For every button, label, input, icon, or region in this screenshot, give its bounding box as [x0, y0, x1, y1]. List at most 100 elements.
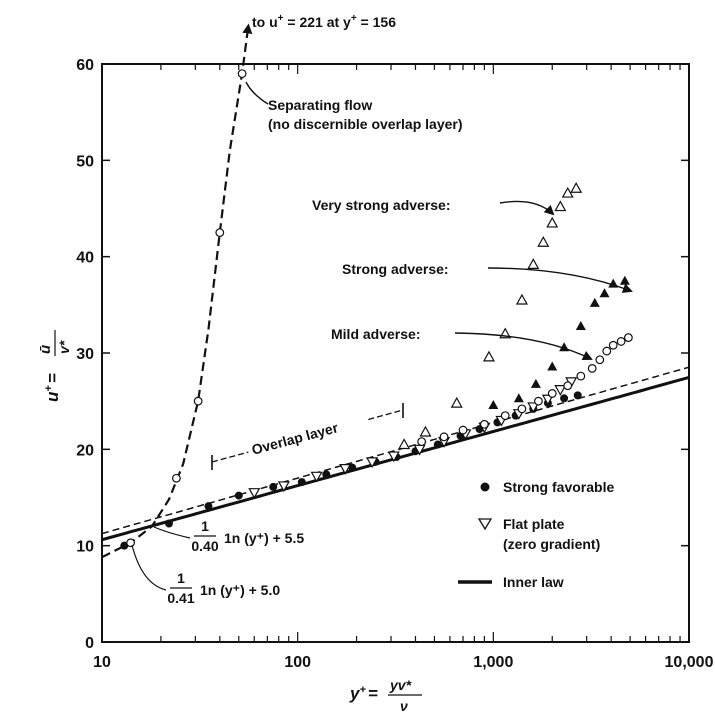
svg-text:ū: ū [37, 345, 54, 354]
separating-label-2: (no discernible overlap layer) [268, 116, 463, 132]
legend: Strong favorable Flat plate (zero gradie… [458, 479, 614, 590]
point-flat-plate [554, 385, 567, 396]
x-tick-label: 10,000 [665, 654, 714, 671]
svg-text:0.40: 0.40 [191, 538, 218, 554]
point-mild-adverse [608, 340, 618, 350]
point-very-strong-adverse [537, 235, 550, 247]
legend-label-flat-plate-1: Flat plate [503, 516, 565, 532]
y-tick-label: 0 [85, 635, 94, 652]
legend-label-strong-favorable: Strong favorable [503, 479, 614, 495]
point-strong-favorable [204, 502, 213, 511]
x-axis-label: y+ = yv* ν [349, 677, 422, 714]
legend-label-inner-law: Inner law [503, 574, 564, 590]
point-strong-adverse [589, 297, 600, 307]
y-tick-label: 50 [76, 153, 94, 170]
strong-adverse-label: Strong adverse: [342, 261, 449, 277]
mild-adverse-arrow [454, 332, 593, 360]
x-tick-label: 1,000 [473, 654, 513, 671]
point-separating-flow [237, 69, 247, 79]
point-mild-adverse [623, 333, 633, 342]
point-flat-plate [527, 402, 540, 414]
equation-55-leader [153, 526, 191, 539]
y-tick-label: 40 [76, 250, 94, 267]
point-separating-flow [193, 396, 203, 406]
point-mild-adverse [547, 389, 557, 398]
point-mild-adverse [417, 437, 427, 447]
svg-text:yv*: yv* [389, 677, 412, 693]
point-separating-flow [171, 473, 181, 483]
point-strong-adverse [513, 393, 524, 403]
overlap-bracket-line [211, 409, 404, 463]
point-strong-favorable [433, 440, 442, 449]
svg-text:u+=: u+= [43, 373, 62, 402]
point-very-strong-adverse [546, 216, 559, 228]
svg-text:0.41: 0.41 [167, 590, 194, 606]
point-mild-adverse [500, 411, 510, 421]
point-mild-adverse [587, 364, 597, 373]
point-strong-favorable [234, 491, 243, 500]
point-very-strong-adverse [515, 293, 528, 305]
point-mild-adverse [479, 419, 489, 429]
svg-text:1n (y⁺) + 5.5: 1n (y⁺) + 5.5 [224, 530, 304, 546]
point-strong-favorable [560, 394, 569, 403]
point-strong-adverse [530, 378, 541, 388]
strong-adverse-arrow [487, 267, 633, 293]
point-mild-adverse [576, 371, 586, 381]
svg-text:y+=: y+ = [349, 684, 378, 703]
point-mild-adverse [602, 346, 612, 356]
point-mild-adverse [458, 425, 468, 435]
point-mild-adverse [534, 396, 543, 406]
legend-marker-flat-plate [477, 518, 493, 531]
point-very-strong-adverse [554, 200, 567, 212]
point-strong-adverse [599, 288, 610, 298]
point-very-strong-adverse [570, 182, 583, 193]
reference-lines [101, 23, 690, 559]
point-very-strong-adverse [450, 396, 463, 408]
point-very-strong-adverse [482, 350, 495, 362]
point-flat-plate [310, 471, 323, 483]
point-flat-plate [387, 451, 400, 463]
x-tick-label: 10 [93, 654, 111, 671]
y-tick-label: 10 [76, 539, 94, 556]
point-strong-favorable [297, 478, 306, 487]
point-mild-adverse [595, 355, 605, 365]
y-tick-label: 60 [76, 57, 94, 74]
point-mild-adverse [517, 404, 527, 414]
equation-50: 1 0.41 1n (y⁺) + 5.0 [167, 570, 280, 606]
point-very-strong-adverse [561, 186, 574, 198]
point-separating-flow [215, 228, 225, 237]
y-tick-label: 30 [76, 346, 94, 363]
svg-text:v*: v* [56, 340, 72, 354]
point-mild-adverse [439, 432, 449, 442]
overlap-label-bg [245, 409, 371, 461]
point-very-strong-adverse [398, 438, 411, 450]
svg-text:ν: ν [400, 698, 408, 714]
point-separating-flow [126, 538, 135, 548]
point-mild-adverse [616, 337, 626, 346]
separating-label-1: Separating flow [268, 97, 372, 113]
point-very-strong-adverse [527, 258, 540, 269]
point-flat-plate [277, 481, 290, 493]
point-very-strong-adverse [419, 425, 432, 437]
separating-flow-curve [101, 23, 253, 559]
axis-ticks: 0 10 20 30 40 50 60 10 100 1,000 10,000 [76, 57, 713, 671]
point-strong-adverse [547, 361, 558, 371]
legend-marker-strong-favorable [480, 482, 490, 492]
point-strong-adverse [488, 400, 499, 410]
point-strong-favorable [269, 482, 278, 491]
svg-text:1: 1 [201, 518, 209, 534]
point-strong-favorable [165, 519, 174, 528]
mild-adverse-label: Mild adverse: [331, 326, 420, 342]
x-tick-label: 100 [284, 654, 311, 671]
y-axis-label: u+= ū v* [37, 330, 72, 402]
point-strong-adverse [575, 321, 586, 331]
point-strong-adverse [619, 275, 630, 285]
point-strong-favorable [573, 391, 582, 400]
point-mild-adverse [563, 381, 573, 391]
very-strong-arrow [499, 200, 555, 216]
point-flat-plate [248, 488, 261, 499]
point-flat-plate [541, 394, 554, 406]
y-tick-label: 20 [76, 442, 94, 459]
svg-text:1: 1 [177, 570, 185, 586]
point-strong-favorable [322, 470, 331, 479]
